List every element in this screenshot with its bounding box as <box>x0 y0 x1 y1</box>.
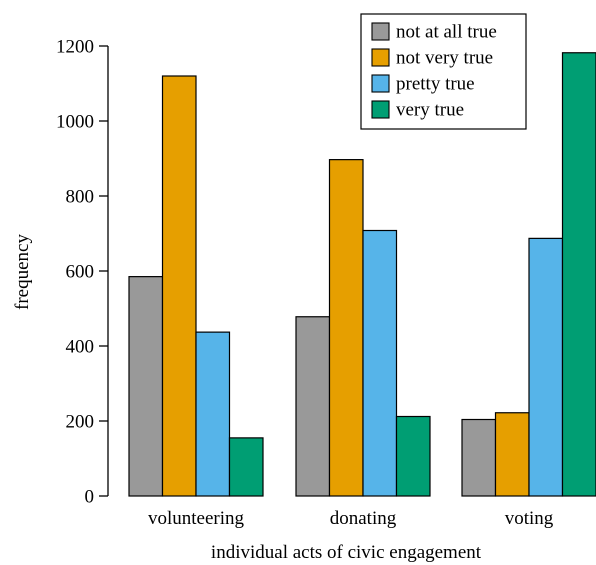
bar-donating-not-very-true <box>328 159 364 497</box>
bar-voting-very-true <box>561 52 596 497</box>
legend-swatch <box>371 100 390 119</box>
bar-donating-not-at-all-true <box>295 316 331 497</box>
bar-volunteering-very-true <box>228 437 264 497</box>
legend-label: pretty true <box>396 74 475 95</box>
y-tick-label: 600 <box>66 262 95 283</box>
bar-donating-pretty-true <box>362 229 398 497</box>
bar-donating-very-true <box>395 415 431 497</box>
y-axis-title: frequency <box>12 234 33 310</box>
legend-label: not at all true <box>396 22 497 43</box>
legend-label: very true <box>396 100 464 121</box>
x-category-label: donating <box>330 508 397 529</box>
y-axis: 0 200 400 600 800 1000 1200 <box>56 37 109 508</box>
x-category-label: voting <box>505 508 554 529</box>
y-tick-label: 1000 <box>56 112 94 133</box>
y-tick-label: 400 <box>66 337 95 358</box>
y-tick-label: 200 <box>66 412 95 433</box>
x-category-label: volunteering <box>148 508 245 529</box>
bar-volunteering-pretty-true <box>195 331 231 497</box>
bar-voting-pretty-true <box>528 237 564 497</box>
legend: not at all true not very true pretty true v… <box>360 13 527 130</box>
legend-label: not very true <box>396 48 493 69</box>
y-tick-label: 0 <box>85 487 95 508</box>
x-axis-title: individual acts of civic engagement <box>211 542 482 563</box>
y-tick-label: 800 <box>66 187 95 208</box>
legend-swatch <box>371 22 390 41</box>
bar-voting-not-at-all-true <box>461 418 497 497</box>
bar-voting-not-very-true <box>494 412 530 497</box>
x-axis-category-labels: volunteering donating voting <box>148 508 554 529</box>
legend-swatch <box>371 74 390 93</box>
y-tick-label: 1200 <box>56 37 94 58</box>
legend-swatch <box>371 48 390 67</box>
bars-group <box>128 52 596 497</box>
bar-volunteering-not-at-all-true <box>128 276 164 497</box>
bar-volunteering-not-very-true <box>161 75 197 497</box>
